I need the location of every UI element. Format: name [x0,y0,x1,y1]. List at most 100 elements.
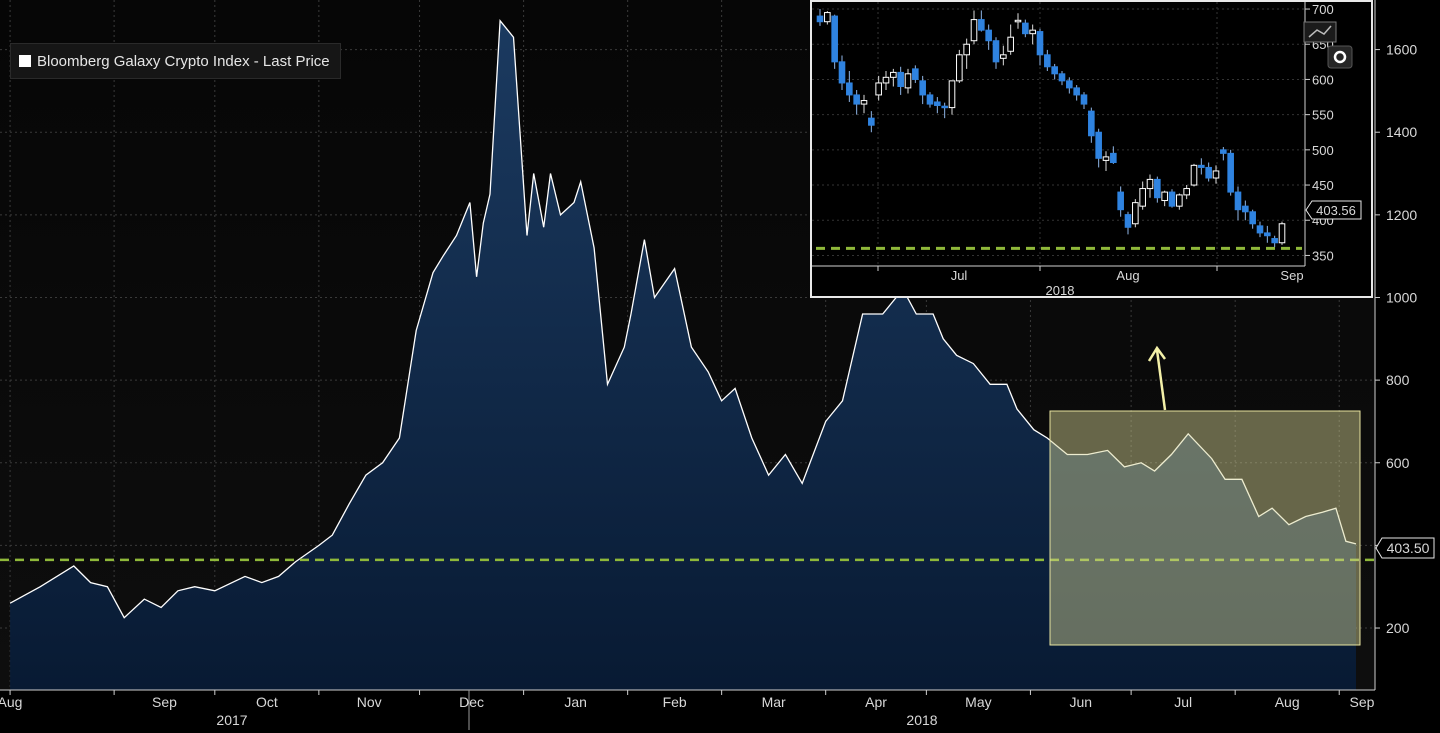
candle [1190,163,1198,187]
candle [1007,24,1014,55]
candle-body-down [919,80,926,96]
candle-body-down [1051,66,1058,75]
candle-body-down [897,71,904,87]
inset-x-ticks: Jul Aug Sep 2018 [877,266,1304,296]
candle [963,38,970,69]
highlight-box [1049,410,1361,646]
candle [1264,225,1271,243]
candle-body-down [978,19,985,31]
x-tick-label: Nov [357,694,382,710]
candle [831,14,838,69]
candle [1146,174,1154,198]
candle-body-up [948,80,956,109]
candle [816,9,824,26]
inset-candlestick-chart: 350 400 450 500 550 600 650 700 Jul Aug Sep 2018 4… [810,0,1373,298]
y-tick-label: 1200 [1386,207,1417,223]
x-tick-label: Apr [865,694,887,710]
candle-body-up [1212,170,1220,179]
candle-body-down [846,82,853,96]
settings-icon[interactable] [1327,45,1353,69]
candle [875,75,882,101]
candle [1212,165,1220,184]
candle [948,80,956,115]
x-tick-label: Aug [0,694,22,710]
candle [1029,24,1036,45]
candle-body-up [890,71,897,78]
candle [1095,128,1102,168]
candle [897,66,904,95]
candle-body-down [1110,152,1117,164]
candle-body-down [1073,87,1080,96]
candle [992,37,1000,69]
candle-body-up [1007,36,1014,52]
candle-body-down [1256,225,1264,234]
candle [1154,176,1161,203]
x-tick-label: Oct [256,694,278,710]
candle-body-down [1036,31,1044,56]
candle-body-down [1088,110,1095,137]
candle [890,68,897,87]
candle-body-up [1102,156,1110,161]
candle [1124,211,1132,235]
candle-body-down [831,15,838,63]
candle-body-up [1190,164,1198,186]
callout-arrow [1147,345,1167,411]
x-tick-label: Jan [564,694,587,710]
candle-body-up [860,100,868,105]
inset-y-tick-label: 450 [1312,178,1334,193]
chart-legend: Bloomberg Galaxy Crypto Index - Last Pri… [10,43,341,79]
candle-body-down [985,29,992,42]
inset-x-tick-label: Jul [951,268,968,283]
candle [1044,49,1051,71]
candle-body-up [1029,29,1036,35]
candle-body-up [875,82,882,96]
candle-body-down [1022,22,1029,35]
candle-body-down [853,94,860,105]
candle [978,10,985,32]
candle-body-up [904,73,912,89]
candle-body-up [1278,223,1286,244]
legend-label: Bloomberg Galaxy Crypto Index - Last Pri… [37,52,330,70]
last-price-label: 403.50 [1387,540,1430,556]
candle [1161,190,1168,207]
candle [941,102,948,119]
candle [838,55,846,90]
candle-body-down [1198,164,1205,168]
year-label: 2018 [906,712,937,728]
candle [1227,149,1234,196]
candle-body-down [1234,191,1242,211]
candle [860,94,868,114]
y-tick-label: 1600 [1386,42,1417,58]
inset-y-tick-label: 550 [1312,108,1334,123]
candle-body-down [912,68,919,80]
candle-body-down [1242,205,1249,213]
candle-body-down [926,94,934,105]
candle [1000,45,1007,66]
candle-body-up [1000,54,1007,59]
candle-body-down [941,105,948,109]
last-price-marker: 403.50 [1375,537,1435,559]
candle-body-up [1139,188,1146,207]
inset-year-label: 2018 [1046,283,1075,296]
x-axis: Aug Sep Oct Nov Dec Jan Feb Mar Apr May Jun Jul Aug S… [0,689,1375,730]
candle-body-up [963,43,970,56]
candle [1176,193,1183,210]
inset-x-tick-label: Sep [1280,268,1303,283]
candle [1073,85,1080,101]
x-tick-label: Aug [1275,694,1300,710]
chart-type-icon[interactable] [1303,21,1337,43]
candle [1036,28,1044,66]
candle [1183,185,1190,200]
candle-body-down [1271,238,1278,244]
candle [970,10,978,45]
x-tick-label: Feb [663,694,687,710]
candle-body-down [1124,214,1132,228]
candle [912,65,919,83]
x-tick-label: Dec [459,694,484,710]
candle [926,92,934,108]
candle [1249,209,1256,229]
inset-y-tick-label: 600 [1312,72,1334,87]
y-tick-label: 1400 [1386,124,1417,140]
candle-body-down [1058,73,1066,82]
candle-body-down [1249,211,1256,225]
